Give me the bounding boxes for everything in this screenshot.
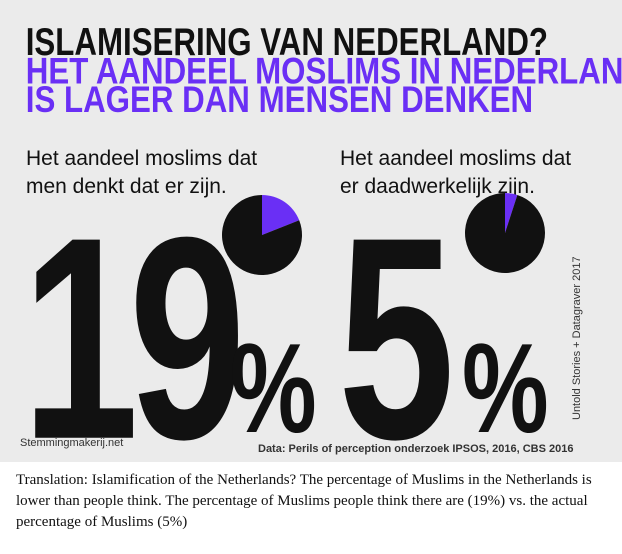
unit-label: % [462,317,549,460]
value-label: 5 [338,178,450,462]
pie-slice [222,195,303,275]
credit: Untold Stories + Datagraver 2017 [571,256,583,420]
infographic: ISLAMISERING VAN NEDERLAND? HET AANDEEL … [0,0,622,462]
pie-slice [505,193,518,233]
title: ISLAMISERING VAN NEDERLAND? [26,20,548,64]
subtitle: HET AANDEEL MOSLIMS IN NEDERLAND [26,51,622,92]
translation: Translation: Islamification of the Nethe… [16,472,592,530]
unit-label: % [230,317,317,460]
chart-subtitle: er daadwerkelijk zijn. [340,175,535,198]
chart-subtitle: men denkt dat er zijn. [26,175,227,198]
site: Stemmingmakerij.net [20,437,123,449]
pie-slice [465,193,546,274]
source: Data: Perils of perception onderzoek IPS… [258,443,573,455]
subtitle: IS LAGER DAN MENSEN DENKEN [26,80,533,121]
chart-subtitle: Het aandeel moslims dat [340,147,571,170]
pie-slice [262,195,300,235]
chart-subtitle: Het aandeel moslims dat [26,147,257,170]
value-label: 19 [22,178,238,462]
